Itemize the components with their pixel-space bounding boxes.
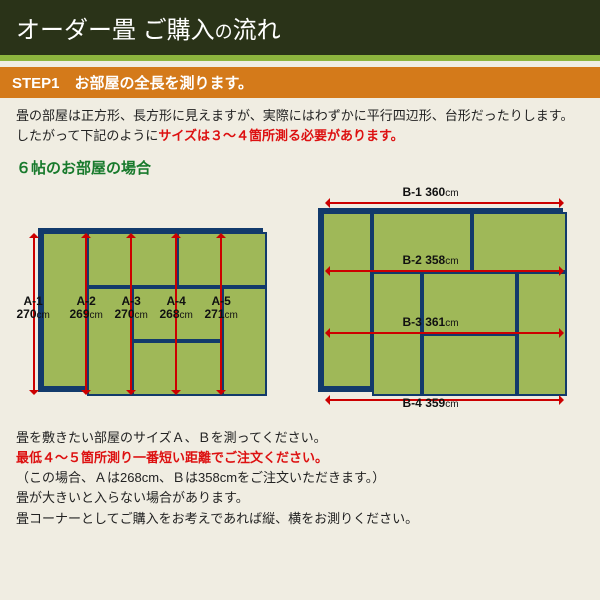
- green-divider: [0, 55, 600, 61]
- title-part2: ご購入: [136, 17, 215, 44]
- footer-l4: 畳が大きいと入らない場合があります。: [16, 488, 584, 508]
- label-a3: A-3 270cm: [115, 295, 148, 321]
- footer-l1: 畳を敷きたい部屋のサイズＡ、Ｂを測ってください。: [16, 428, 584, 448]
- arrow-b2: [328, 270, 561, 272]
- label-b2: B-2 358cm: [403, 254, 459, 267]
- title-part3: の: [215, 22, 233, 42]
- diagram-a: A-1 270cm A-2 269cm A-3 270cm A-4 268cm …: [38, 208, 263, 392]
- footer-l2: 最低４～５箇所測り一番短い距離でご注文ください。: [16, 448, 584, 468]
- diagram-b: B-1 360cm B-2 358cm B-3 361cm B-4 359cm: [318, 208, 563, 392]
- intro-text: 畳の部屋は正方形、長方形に見えますが、実際にはわずかに平行四辺形、台形だったりし…: [0, 98, 600, 153]
- arrow-b3: [328, 332, 561, 334]
- label-a4: A-4 268cm: [160, 295, 193, 321]
- arrow-b1: [328, 202, 561, 204]
- title-part1: オーダー畳: [16, 17, 136, 44]
- label-b3: B-3 361cm: [403, 316, 459, 329]
- label-a1: A-1 270cm: [17, 295, 50, 321]
- label-a2: A-2 269cm: [70, 295, 103, 321]
- label-a5: A-5 271cm: [205, 295, 238, 321]
- subheading: ６帖のお部屋の場合: [0, 153, 600, 188]
- footer-l5: 畳コーナーとしてご購入をお考えであれば縦、横をお測りください。: [16, 509, 584, 529]
- intro-emphasis: サイズは３～４箇所測る必要があります。: [158, 128, 403, 143]
- step-heading: STEP1 お部屋の全長を測ります。: [0, 67, 600, 98]
- tatami-grid-b: [318, 208, 563, 392]
- intro-line1: 畳の部屋は正方形、長方形に見えますが、実際にはわずかに平行四辺形、台形だったりし…: [16, 106, 584, 126]
- page-title: オーダー畳 ご購入の流れ: [0, 0, 600, 55]
- title-part4: 流れ: [233, 17, 281, 44]
- label-b1: B-1 360cm: [403, 186, 459, 199]
- label-b4: B-4 359cm: [403, 397, 459, 410]
- intro-line2: したがって下記のようにサイズは３～４箇所測る必要があります。: [16, 126, 584, 146]
- diagram-row: A-1 270cm A-2 269cm A-3 270cm A-4 268cm …: [0, 188, 600, 422]
- footer-text: 畳を敷きたい部屋のサイズＡ、Ｂを測ってください。 最低４～５箇所測り一番短い距離…: [0, 422, 600, 535]
- footer-l3: （この場合、Ａは268cm、Ｂは358cmをご注文いただきます。）: [16, 468, 584, 488]
